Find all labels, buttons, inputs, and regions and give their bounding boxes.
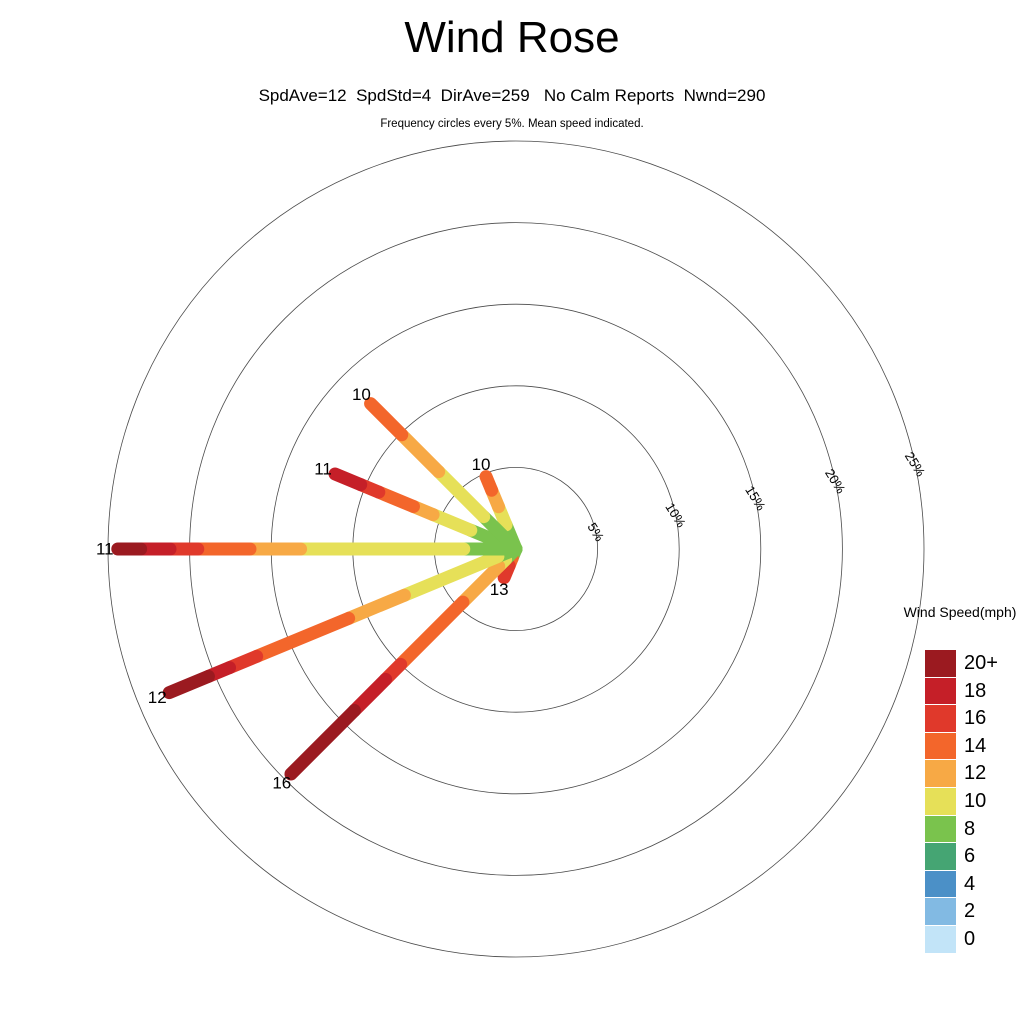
legend-swatch-8 — [925, 815, 956, 843]
spoke-SSW-segment-16mph — [497, 559, 516, 585]
legend-row-0: 0 — [880, 925, 1024, 954]
legend-swatch-18 — [925, 677, 956, 705]
legend-row-2: 2 — [880, 898, 1024, 926]
legend-row-14: 14 — [880, 732, 1024, 761]
spoke-W: 11 — [96, 540, 523, 559]
legend-row-10: 10 — [880, 787, 1024, 816]
mean-speed-label-NW: 10 — [352, 385, 371, 404]
spoke-NW-segment-10mph — [432, 465, 491, 524]
legend-swatch-12 — [925, 760, 956, 787]
legend-swatch-6 — [925, 843, 956, 870]
legend-label-16: 16 — [964, 707, 987, 730]
legend-label-8: 8 — [964, 817, 976, 840]
frequency-ring-25% — [107, 140, 925, 958]
spoke-NW-segment-12mph — [395, 428, 446, 479]
spoke-NNW-segment-14mph — [479, 470, 499, 497]
spoke-NW: 10 — [352, 385, 523, 556]
ring-label-10%: 10% — [662, 500, 689, 530]
spoke-WNW-segment-10mph — [426, 508, 478, 537]
legend-row-6: 6 — [880, 843, 1024, 871]
mean-speed-label-SSW: 13 — [490, 580, 509, 599]
spoke-WSW-segment-12mph — [342, 588, 411, 625]
spoke-SW: 16 — [272, 542, 523, 793]
legend-label-10: 10 — [964, 789, 987, 812]
legend-label-0: 0 — [964, 927, 976, 950]
mean-speed-label-WNW: 11 — [314, 460, 332, 479]
legend-swatch-14 — [925, 732, 956, 760]
legend-label-12: 12 — [964, 762, 987, 785]
spoke-NW-segment-14mph — [364, 397, 409, 442]
legend-row-18: 18 — [880, 677, 1024, 706]
spoke-SW-segment-20+mph — [284, 704, 361, 781]
legend-row-4: 4 — [880, 870, 1024, 899]
mean-speed-label-W: 11 — [96, 540, 114, 559]
ring-label-15%: 15% — [742, 483, 769, 513]
spoke-SW-segment-14mph — [394, 595, 470, 671]
legend-label-14: 14 — [964, 734, 987, 757]
legend-swatch-4 — [925, 870, 956, 898]
legend-entries: 20+ 18 16 14 12 10 8 6 4 2 0 — [880, 650, 1024, 954]
legend-title: Wind Speed(mph) — [903, 604, 1017, 620]
legend-swatch-20+ — [925, 650, 956, 677]
legend-label-20+: 20+ — [964, 652, 998, 674]
spoke-WSW-segment-20+mph — [162, 669, 215, 700]
spoke-WSW-segment-10mph — [397, 549, 505, 602]
ring-label-5%: 5% — [584, 520, 607, 544]
legend-swatch-10 — [925, 787, 956, 815]
legend-swatch-16 — [925, 705, 956, 732]
mean-speed-label-SW: 16 — [272, 774, 291, 793]
legend-row-8: 8 — [880, 815, 1024, 844]
chart-title: Wind Rose — [404, 13, 620, 62]
legend-label-6: 6 — [964, 845, 976, 868]
legend-label-2: 2 — [964, 900, 976, 923]
spoke-SW-segment-18mph — [347, 672, 393, 718]
spoke-SW-segment-12mph — [456, 559, 506, 609]
ring-label-20%: 20% — [822, 466, 849, 496]
legend-row-16: 16 — [880, 705, 1024, 733]
legend-swatch-0 — [925, 925, 956, 953]
legend-label-18: 18 — [964, 679, 987, 702]
chart-caption: Frequency circles every 5%. Mean speed i… — [380, 118, 644, 130]
mean-speed-label-WSW: 12 — [148, 688, 167, 707]
legend-row-12: 12 — [880, 760, 1024, 788]
spoke-WSW-segment-14mph — [250, 611, 356, 663]
wind-speed-legend: Wind Speed(mph) 20+ 18 16 14 12 10 8 6 4 2 0 — [880, 604, 1024, 954]
chart-stats-subtitle: SpdAve=12 SpdStd=4 DirAve=259 No Calm Re… — [258, 86, 766, 105]
legend-label-4: 4 — [964, 872, 976, 895]
legend-row-20+: 20+ — [880, 650, 1024, 678]
spoke-WSW: 12 — [148, 542, 523, 707]
spoke-WNW-segment-18mph — [328, 467, 368, 492]
mean-speed-label-NNW: 10 — [472, 455, 491, 474]
ring-label-25%: 25% — [902, 449, 929, 479]
legend-swatch-2 — [925, 898, 956, 925]
